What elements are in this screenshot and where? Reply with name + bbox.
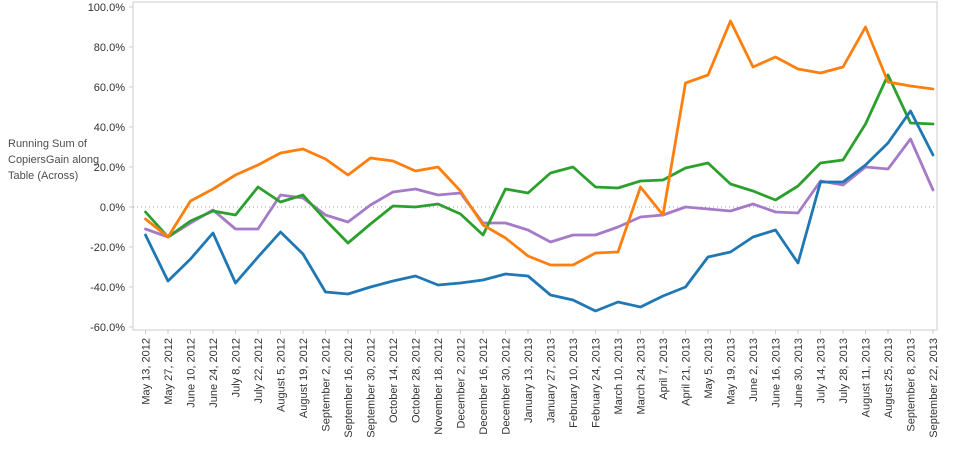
series-line-orange[interactable] (144, 19, 935, 267)
y-tick-label: -60.0% (90, 322, 125, 334)
x-tick-label: December 30, 2012 (501, 338, 513, 435)
x-tick-label: March 10, 2013 (613, 338, 625, 414)
x-tick-label: January 27, 2013 (546, 338, 558, 423)
x-tick-label: December 2, 2012 (456, 338, 468, 429)
x-tick-label: July 28, 2013 (838, 338, 850, 403)
series-line-blue[interactable] (144, 109, 935, 313)
x-tick-label: May 19, 2013 (726, 338, 738, 405)
x-tick-label: August 11, 2013 (861, 338, 873, 417)
x-tick-label: August 19, 2012 (298, 338, 310, 418)
y-tick-label: -20.0% (90, 242, 125, 254)
x-tick-label: July 14, 2013 (816, 338, 828, 403)
x-tick-label: February 24, 2013 (591, 338, 603, 428)
x-tick-label: March 24, 2013 (636, 338, 648, 414)
x-tick-label: August 5, 2012 (276, 338, 288, 412)
y-tick-label: 40.0% (94, 122, 125, 134)
y-tick-label: 60.0% (94, 82, 125, 94)
x-tick-label: July 8, 2012 (231, 338, 243, 397)
x-tick-label: September 8, 2013 (906, 338, 918, 432)
y-tick-label: 20.0% (94, 162, 125, 174)
x-tick-label: January 13, 2013 (523, 338, 535, 423)
x-tick-label: June 2, 2013 (748, 338, 760, 402)
x-tick-label: June 10, 2012 (186, 338, 198, 408)
x-tick-label: July 22, 2012 (253, 338, 265, 403)
x-tick-label: December 16, 2012 (478, 338, 490, 435)
y-tick-label: 80.0% (94, 42, 125, 54)
x-tick-label: May 13, 2012 (141, 338, 153, 405)
x-tick-label: April 21, 2013 (681, 338, 693, 406)
x-tick-label: October 28, 2012 (411, 338, 423, 423)
y-tick-label: 0.0% (100, 202, 125, 214)
x-tick-label: September 16, 2012 (343, 338, 355, 438)
x-tick-label: November 18, 2012 (433, 338, 445, 435)
x-tick-label: June 16, 2013 (771, 338, 783, 408)
x-tick-label: September 2, 2012 (321, 338, 333, 432)
x-tick-label: June 30, 2013 (793, 338, 805, 408)
series-line-green[interactable] (144, 73, 935, 245)
y-axis-title: Running Sum of CopiersGain along Table (… (8, 138, 100, 182)
x-tick-label: February 10, 2013 (568, 338, 580, 428)
x-tick-label: August 25, 2013 (883, 338, 895, 418)
y-tick-label: -40.0% (90, 282, 125, 294)
x-tick-label: June 24, 2012 (208, 338, 220, 408)
x-tick-label: October 14, 2012 (388, 338, 400, 423)
x-tick-label: September 22, 2013 (928, 338, 940, 438)
x-tick-label: September 30, 2012 (366, 338, 378, 438)
x-tick-label: May 5, 2013 (703, 338, 715, 399)
x-tick-label: May 27, 2012 (163, 338, 175, 405)
plot-border (132, 1, 938, 331)
x-tick-label: April 7, 2013 (658, 338, 670, 400)
y-tick-label: 100.0% (88, 2, 126, 14)
